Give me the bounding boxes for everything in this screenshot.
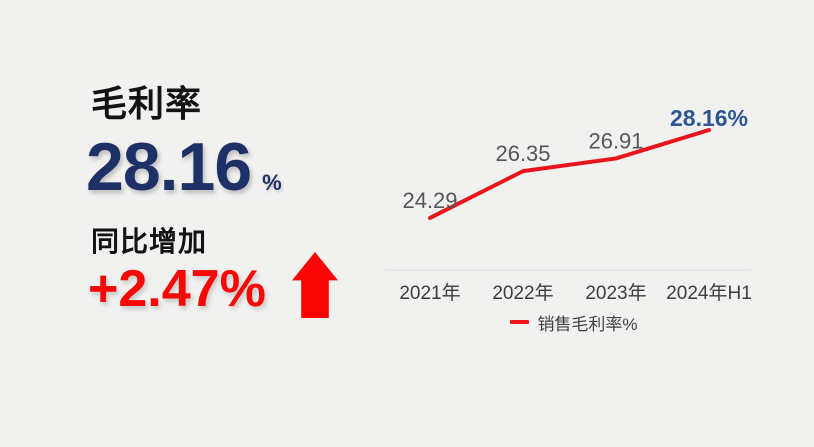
x-tick-label: 2022年	[492, 282, 553, 304]
gross-margin-line	[428, 128, 711, 220]
data-label: 26.91	[588, 128, 643, 153]
kpi-value: 28.16	[86, 129, 252, 205]
kpi-change-value: +2.47%	[88, 260, 266, 318]
up-arrow-icon	[292, 252, 338, 318]
legend-line-swatch	[510, 320, 530, 324]
data-label: 26.35	[495, 141, 550, 166]
kpi-title: 毛利率	[91, 83, 203, 124]
x-tick-label: 2021年	[399, 282, 460, 304]
gross-margin-chart: 24.29 26.35 26.91 28.16% 2021年 2022年 2023年 2024…	[378, 95, 770, 345]
kpi-change-label: 同比增加	[91, 226, 208, 257]
chart-legend: 销售毛利率%	[378, 311, 770, 334]
legend-label: 销售毛利率%	[537, 314, 638, 334]
kpi-value-unit: %	[262, 170, 282, 195]
line-chart-canvas: 24.29 26.35 26.91 28.16% 2021年 2022年 2023年 2024…	[385, 105, 752, 304]
data-label-highlight: 28.16%	[670, 105, 748, 131]
kpi-value-row: 28.16 %	[86, 133, 282, 201]
x-tick-label: 2023年	[585, 282, 646, 304]
data-label: 24.29	[402, 188, 457, 213]
x-tick-label: 2024年H1	[666, 282, 752, 304]
